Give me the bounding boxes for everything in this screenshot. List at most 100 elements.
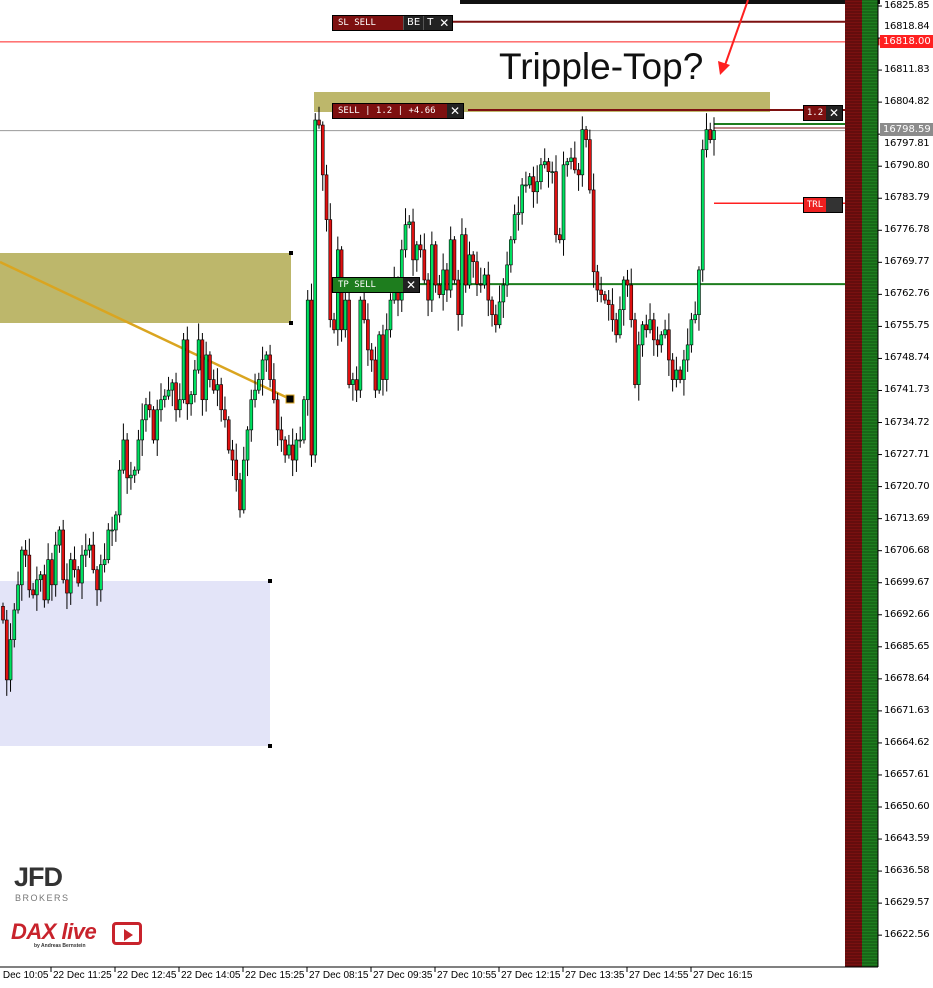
candle bbox=[87, 538, 92, 558]
candle-down-body bbox=[471, 254, 476, 263]
trl-handle-icon[interactable] bbox=[826, 198, 842, 212]
candle bbox=[129, 461, 133, 490]
candle-down-body bbox=[614, 319, 618, 336]
candle bbox=[226, 416, 231, 454]
candle-up-body bbox=[38, 574, 43, 581]
candle-up-body bbox=[659, 334, 664, 346]
candle-down-body bbox=[50, 559, 54, 586]
y-tick-label: 16685.65 bbox=[884, 640, 930, 652]
trendline-handle[interactable] bbox=[285, 394, 295, 404]
y-tick-label: 16762.76 bbox=[884, 288, 930, 300]
candle bbox=[219, 377, 223, 422]
sl-sell-label[interactable]: SL SELL BE T ✕ bbox=[332, 15, 454, 31]
sell-position-label[interactable]: SELL | 1.2 | +4.66 ✕ bbox=[332, 103, 464, 119]
candle bbox=[618, 296, 622, 339]
candle bbox=[102, 543, 107, 573]
candle bbox=[339, 246, 344, 342]
candle bbox=[471, 251, 476, 278]
zone-handle[interactable] bbox=[268, 579, 272, 583]
annotation-text: Tripple-Top? bbox=[499, 46, 704, 87]
candle-down-body bbox=[366, 319, 370, 351]
candle-down-body bbox=[610, 304, 615, 321]
candle-down-body bbox=[644, 324, 649, 331]
candle-up-body bbox=[704, 129, 709, 151]
y-tick-label: 16797.81 bbox=[884, 138, 930, 149]
candle-up-body bbox=[313, 119, 318, 456]
candle-up-body bbox=[682, 359, 686, 380]
trendline[interactable] bbox=[0, 260, 291, 401]
candle-up-body bbox=[87, 544, 92, 551]
candle bbox=[591, 173, 596, 288]
close-tp-icon[interactable]: ✕ bbox=[403, 278, 419, 292]
candle bbox=[411, 208, 415, 276]
candle-down-body bbox=[708, 129, 713, 140]
candle-up-body bbox=[403, 224, 408, 251]
sell-position-text: SELL | 1.2 | +4.66 bbox=[333, 104, 447, 118]
candle-up-body bbox=[193, 369, 197, 395]
zone-handle[interactable] bbox=[289, 321, 293, 325]
y-tick-label: 16664.62 bbox=[884, 736, 930, 748]
candle-down-body bbox=[373, 359, 378, 391]
candle bbox=[501, 278, 506, 318]
candle-down-body bbox=[591, 189, 596, 273]
candle-up-body bbox=[689, 319, 694, 346]
y-tick-label: 16748.74 bbox=[884, 352, 930, 364]
candle-down-body bbox=[317, 119, 321, 126]
candle-up-body bbox=[215, 384, 220, 391]
trail-button[interactable]: T bbox=[423, 16, 437, 30]
tp-sell-label[interactable]: TP SELL ✕ bbox=[332, 277, 420, 293]
candle-up-body bbox=[170, 382, 175, 391]
supply-zone bbox=[0, 253, 291, 323]
x-tick-label: 27 Dec 13:35 bbox=[565, 970, 625, 981]
zone-handle[interactable] bbox=[289, 251, 293, 255]
close-position-icon[interactable]: ✕ bbox=[447, 104, 463, 118]
candle bbox=[655, 326, 660, 357]
candle bbox=[294, 433, 299, 472]
candle bbox=[550, 161, 555, 184]
y-tick-label: 16755.75 bbox=[884, 320, 930, 332]
candle bbox=[166, 376, 171, 400]
candle bbox=[445, 263, 449, 302]
candle-down-body bbox=[31, 589, 35, 596]
candle-up-body bbox=[524, 184, 528, 187]
x-tick-label: 22 Dec 11:25 bbox=[53, 970, 112, 981]
candle-up-body bbox=[117, 469, 122, 516]
candle bbox=[170, 379, 175, 407]
breakeven-button[interactable]: BE bbox=[403, 16, 424, 30]
candle bbox=[527, 173, 532, 189]
candle bbox=[57, 526, 62, 553]
candle-up-body bbox=[264, 354, 269, 361]
candle bbox=[324, 164, 329, 232]
candle bbox=[136, 429, 141, 474]
candle-down-body bbox=[426, 279, 430, 301]
candle-down-body bbox=[27, 554, 32, 591]
candle bbox=[290, 428, 295, 477]
close-lot-icon[interactable]: ✕ bbox=[826, 106, 842, 120]
candle-up-body bbox=[663, 329, 667, 336]
candle-up-body bbox=[287, 444, 291, 456]
candle bbox=[358, 296, 363, 398]
lot-size-label[interactable]: 1.2 ✕ bbox=[803, 105, 843, 121]
candle-down-body bbox=[268, 354, 272, 380]
candle bbox=[490, 296, 494, 327]
candle-down-body bbox=[320, 124, 325, 176]
zone-handle[interactable] bbox=[268, 744, 272, 748]
candle-up-body bbox=[106, 529, 111, 560]
candle bbox=[132, 466, 137, 483]
candle-down-body bbox=[219, 384, 223, 411]
candle bbox=[520, 178, 524, 225]
trl-label[interactable]: TRL bbox=[803, 197, 843, 213]
lot-size-text: 1.2 bbox=[804, 106, 826, 120]
candle-up-body bbox=[253, 389, 257, 401]
candle-up-body bbox=[196, 339, 201, 371]
close-sl-icon[interactable]: ✕ bbox=[436, 16, 453, 30]
candle bbox=[603, 290, 607, 304]
candle bbox=[535, 165, 539, 204]
candle bbox=[117, 460, 122, 523]
candle bbox=[697, 266, 701, 331]
candle-up-body bbox=[618, 309, 622, 336]
candle bbox=[38, 571, 43, 592]
candle-up-body bbox=[535, 181, 539, 193]
candle bbox=[162, 389, 167, 408]
